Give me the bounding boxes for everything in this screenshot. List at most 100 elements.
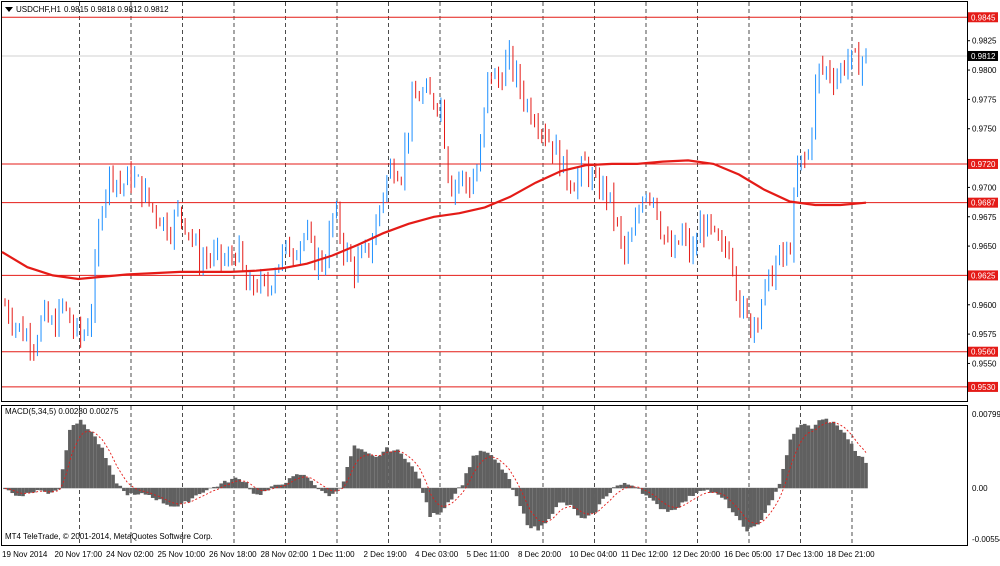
level-price-label: 0.9845 <box>971 13 996 22</box>
macd-histogram-bar <box>586 487 591 516</box>
macd-histogram-bar <box>781 468 785 489</box>
macd-histogram-bar <box>295 474 299 489</box>
macd-histogram-bar <box>406 462 411 489</box>
macd-histogram-bar <box>359 449 364 489</box>
macd-histogram-bar <box>471 455 476 489</box>
macd-histogram-bar <box>590 487 595 514</box>
macd-histogram-bar <box>50 487 54 493</box>
price-tick-label: 0.9800 <box>972 66 997 75</box>
macd-histogram-bar <box>201 487 205 493</box>
macd-histogram-bar <box>258 487 263 495</box>
macd-histogram-bar <box>204 487 209 491</box>
price-tick-label: 0.9650 <box>972 242 997 251</box>
macd-histogram-bar <box>32 487 36 493</box>
macd-histogram-bar <box>269 486 274 489</box>
macd-histogram-bar <box>158 487 162 500</box>
macd-histogram-bar <box>194 487 198 496</box>
macd-histogram-bar <box>86 429 90 489</box>
macd-histogram-bar <box>244 482 249 489</box>
macd-histogram-bar <box>118 485 123 489</box>
macd-histogram-bar <box>367 453 371 489</box>
macd-histogram-bar <box>341 481 346 489</box>
macd-histogram-bar <box>71 425 76 489</box>
macd-histogram-bar <box>403 458 407 489</box>
macd-histogram-bar <box>78 419 83 489</box>
macd-histogram-bar <box>111 474 115 489</box>
macd-histogram-bar <box>237 479 241 489</box>
macd-histogram-bar <box>856 455 861 489</box>
macd-histogram-bar <box>388 451 393 489</box>
macd-histogram-bar <box>820 419 825 489</box>
time-tick-label: 4 Dec 03:00 <box>415 550 459 559</box>
macd-histogram-bar <box>788 439 793 489</box>
macd-histogram-bar <box>165 487 169 505</box>
macd-histogram-bar <box>547 487 551 520</box>
macd-histogram-bar <box>824 418 829 489</box>
macd-tick-label: 0.00799 <box>972 410 1000 419</box>
macd-histogram-bar <box>770 487 775 501</box>
macd-histogram-bar <box>154 487 159 501</box>
time-tick-label: 26 Nov 18:00 <box>209 550 257 559</box>
macd-histogram-bar <box>287 478 292 489</box>
macd-histogram-bar <box>435 487 440 515</box>
macd-histogram-bar <box>233 477 238 489</box>
macd-histogram-bar <box>453 487 458 494</box>
macd-histogram-bar <box>60 469 65 489</box>
macd-histogram-bar <box>140 487 144 494</box>
macd-histogram-bar <box>536 487 540 531</box>
horizontal-levels[interactable] <box>2 16 967 388</box>
macd-histogram-bar <box>82 424 87 489</box>
time-tick-label: 12 Dec 20:00 <box>673 550 721 559</box>
macd-histogram-bar <box>543 487 548 524</box>
macd-histogram-bar <box>583 487 587 519</box>
macd-histogram-bar <box>853 450 857 489</box>
macd-histogram-bar <box>799 424 803 489</box>
macd-histogram-bar <box>439 487 443 513</box>
macd-histogram-bar <box>864 462 868 489</box>
macd-histogram-bar <box>446 487 450 503</box>
current-price-label: 0.9812 <box>971 52 996 61</box>
time-tick-label: 24 Nov 02:00 <box>106 550 154 559</box>
level-price-label: 0.9560 <box>971 348 996 357</box>
level-price-label: 0.9720 <box>971 160 996 169</box>
price-tick-label: 0.9600 <box>972 301 997 310</box>
macd-histogram-bar <box>579 487 584 518</box>
macd-histogram-bar <box>705 487 710 490</box>
macd-histogram-bar <box>53 487 58 491</box>
macd-histogram-bar <box>331 487 335 494</box>
macd-histogram-bar <box>352 445 357 489</box>
moving-average <box>1 159 867 281</box>
macd-histogram-bar <box>831 421 836 489</box>
macd-histogram-bar <box>323 487 328 494</box>
macd-histogram-bar <box>615 485 620 489</box>
triangle-down-icon[interactable] <box>5 7 13 12</box>
level-price-tag <box>968 12 998 23</box>
macd-histogram-bar <box>720 487 724 498</box>
macd-histogram-bar <box>640 487 645 494</box>
moving-average-line <box>1 159 867 281</box>
macd-histogram-bar <box>377 455 382 489</box>
macd-histogram-bar <box>428 487 432 517</box>
macd-histogram-bar <box>349 456 353 489</box>
macd-histogram-bar <box>107 465 112 489</box>
ohlc-values: 0.9815 0.9818 0.9812 0.9812 <box>64 5 169 14</box>
macd-histogram-bar <box>756 487 760 525</box>
macd-histogram-bar <box>658 487 663 510</box>
macd-histogram-bar <box>457 487 461 489</box>
time-tick-label: 1 Dec 11:00 <box>312 550 355 559</box>
macd-histogram-bar <box>514 487 519 497</box>
macd-histogram-bar <box>313 485 317 489</box>
macd-histogram-bar <box>810 428 814 489</box>
macd-histogram-bar <box>846 439 850 489</box>
macd-histogram-bar <box>565 487 569 506</box>
level-price-tag <box>968 197 998 208</box>
macd-histogram-bar <box>532 487 537 527</box>
macd-histogram-bar <box>730 487 735 513</box>
macd-histogram-bar <box>608 487 613 493</box>
macd-histogram-bar <box>68 429 72 489</box>
macd-histogram-bar <box>525 487 530 526</box>
macd-histogram-bar <box>575 487 580 516</box>
macd-histogram-bar <box>626 484 631 489</box>
